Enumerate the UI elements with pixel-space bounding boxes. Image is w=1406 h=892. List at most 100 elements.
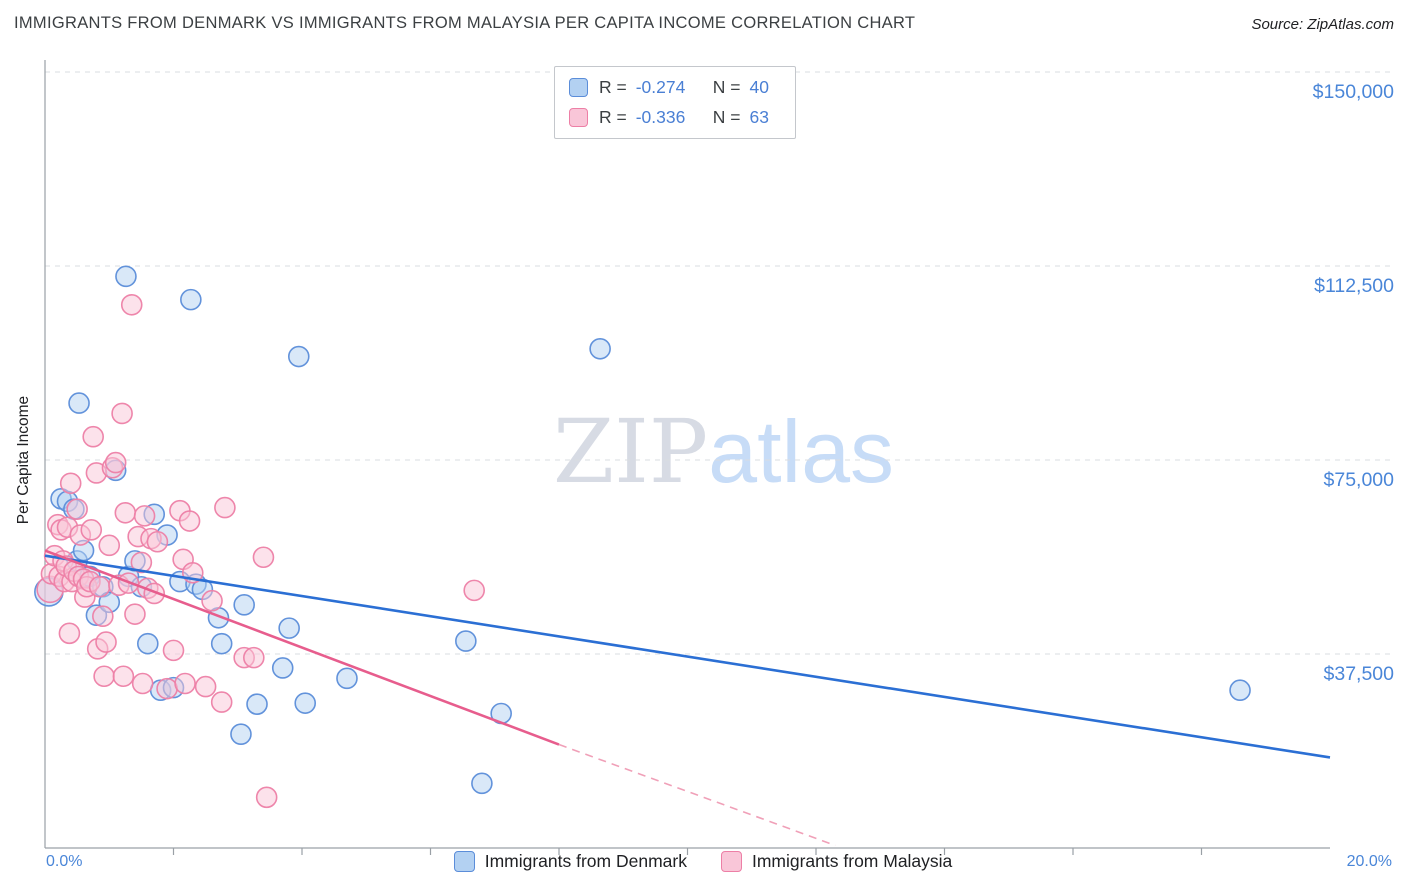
- scatter-point: [67, 565, 90, 588]
- scatter-point: [230, 723, 252, 745]
- scatter-point: [47, 513, 69, 536]
- scatter-point: [181, 561, 204, 584]
- scatter-point: [58, 622, 81, 645]
- scatter-point: [287, 345, 310, 368]
- scatter-point: [194, 675, 217, 698]
- scatter-point: [50, 487, 72, 510]
- scatter-point: [271, 657, 294, 679]
- n-value-malaysia: 63: [749, 107, 769, 127]
- scatter-point: [50, 519, 72, 541]
- n-label: N =: [712, 107, 741, 127]
- scatter-point: [115, 265, 137, 288]
- y-tick-label: $112,500: [1314, 275, 1394, 297]
- scatter-point: [172, 548, 194, 571]
- scatter-point: [130, 551, 153, 574]
- scatter-point: [79, 565, 101, 588]
- scatter-point: [133, 505, 156, 527]
- scatter-point: [104, 459, 127, 482]
- correlation-legend: R = -0.274 N = 40 R = -0.336 N = 63: [554, 66, 797, 139]
- scatter-point: [72, 539, 95, 562]
- scatter-point: [252, 546, 275, 569]
- scatter-point: [124, 550, 146, 572]
- correlation-legend-row-malaysia: R = -0.336 N = 63: [569, 107, 779, 128]
- scatter-point: [455, 630, 477, 652]
- scatter-point: [255, 786, 278, 809]
- scatter-point: [149, 679, 172, 702]
- watermark-atlas: atlas: [708, 402, 895, 501]
- scatter-point: [146, 530, 169, 553]
- scatter-point: [233, 594, 255, 616]
- scatter-point: [207, 606, 230, 629]
- y-tick-label: $37,500: [1324, 663, 1395, 685]
- watermark: ZIPatlas: [553, 408, 894, 496]
- y-tick-label: $75,000: [1324, 469, 1395, 491]
- scatter-point: [1229, 679, 1251, 702]
- scatter-point: [137, 632, 159, 655]
- scatter-point: [55, 555, 78, 577]
- malaysia-trend-extrapolated: [558, 743, 836, 847]
- scatter-point: [36, 575, 64, 604]
- scatter-point: [48, 565, 70, 588]
- n-label: N =: [712, 77, 741, 97]
- series-legend-label-malaysia: Immigrants from Malaysia: [751, 851, 953, 871]
- scatter-point: [104, 451, 127, 474]
- scatter-point: [92, 575, 114, 598]
- scatter-point: [85, 462, 108, 484]
- scatter-point: [471, 772, 493, 795]
- scatter-point: [34, 577, 64, 607]
- scatter-point: [53, 570, 76, 593]
- denmark-trend: [44, 554, 1331, 759]
- scatter-point: [63, 560, 85, 583]
- x-axis-min-label: 0.0%: [46, 853, 83, 870]
- r-label: R =: [599, 77, 627, 97]
- scatter-point: [74, 586, 96, 608]
- scatter-point: [72, 568, 95, 590]
- scatter-point: [201, 589, 223, 612]
- malaysia-trend: [44, 549, 560, 746]
- malaysia-swatch-icon: [720, 851, 742, 872]
- scatter-point: [463, 579, 485, 602]
- n-value-denmark: 40: [749, 77, 769, 97]
- denmark-swatch-icon: [453, 851, 475, 872]
- scatter-point: [69, 524, 92, 546]
- scatter-point: [294, 692, 317, 714]
- scatter-point: [278, 617, 300, 639]
- scatter-point: [214, 496, 236, 519]
- scatter-point: [156, 677, 178, 700]
- correlation-legend-row-denmark: R = -0.274 N = 40: [569, 77, 779, 98]
- scatter-point: [185, 573, 207, 595]
- scatter-point: [130, 575, 153, 598]
- scatter-point: [117, 572, 140, 594]
- scatter-point: [120, 293, 143, 316]
- scatter-point: [117, 565, 140, 588]
- scatter-point: [112, 665, 135, 688]
- scatter-point: [56, 490, 79, 513]
- y-axis-label: Per Capita Income: [15, 395, 32, 525]
- scatter-point: [88, 575, 111, 598]
- scatter-point: [101, 456, 124, 479]
- r-label: R =: [599, 107, 627, 127]
- scatter-point: [56, 516, 79, 539]
- scatter-point: [124, 603, 146, 625]
- scatter-point: [589, 337, 611, 360]
- scatter-point: [98, 534, 121, 557]
- scatter-point: [79, 570, 101, 593]
- scatter-point: [210, 632, 233, 655]
- scatter-point: [114, 501, 137, 524]
- scatter-point: [85, 604, 108, 627]
- chart-title: IMMIGRANTS FROM DENMARK VS IMMIGRANTS FR…: [14, 14, 916, 32]
- scatter-point: [131, 672, 154, 695]
- scatter-point: [191, 578, 214, 601]
- scatter-point: [98, 591, 121, 614]
- scatter-point: [75, 575, 98, 598]
- malaysia-swatch-icon: [569, 108, 588, 127]
- scatter-point: [86, 638, 109, 660]
- scatter-point: [108, 574, 130, 596]
- scatter-point: [92, 605, 114, 628]
- r-value-denmark: -0.274: [635, 77, 686, 97]
- scatter-point: [137, 577, 159, 600]
- scatter-point: [80, 519, 103, 541]
- scatter-point: [95, 631, 117, 653]
- series-legend: Immigrants from Denmark Immigrants from …: [0, 851, 1406, 872]
- scatter-point: [169, 499, 191, 522]
